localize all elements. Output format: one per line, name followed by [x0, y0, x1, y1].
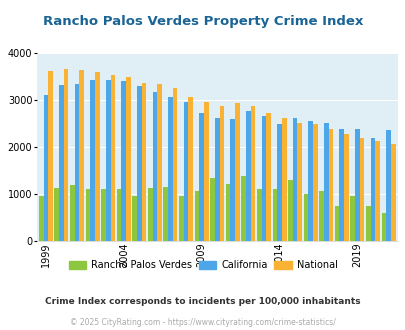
Bar — [245, 111, 250, 241]
Bar — [359, 138, 364, 241]
Bar — [179, 196, 183, 241]
Bar — [323, 123, 328, 241]
Bar — [54, 188, 59, 241]
Bar — [370, 138, 374, 241]
Bar — [339, 128, 343, 241]
Bar — [272, 189, 277, 241]
Bar — [147, 188, 152, 241]
Bar — [241, 176, 245, 241]
Bar — [281, 118, 286, 241]
Bar — [266, 113, 270, 241]
Bar — [219, 106, 224, 241]
Bar — [152, 92, 157, 241]
Bar — [230, 119, 234, 241]
Text: Rancho Palos Verdes Property Crime Index: Rancho Palos Verdes Property Crime Index — [43, 15, 362, 28]
Bar — [188, 97, 193, 241]
Bar — [59, 85, 64, 241]
Bar — [350, 196, 354, 241]
Bar — [75, 84, 79, 241]
Bar — [43, 95, 48, 241]
Bar — [194, 191, 199, 241]
Bar — [250, 106, 255, 241]
Bar — [117, 189, 121, 241]
Bar — [297, 123, 301, 241]
Bar — [256, 189, 261, 241]
Bar — [292, 118, 297, 241]
Bar — [374, 141, 379, 241]
Bar — [203, 102, 208, 241]
Bar — [64, 69, 68, 241]
Bar — [48, 71, 53, 241]
Bar — [85, 189, 90, 241]
Bar — [354, 128, 359, 241]
Bar — [288, 180, 292, 241]
Bar — [334, 206, 339, 241]
Bar — [157, 84, 162, 241]
Bar — [381, 213, 385, 241]
Bar — [101, 189, 106, 241]
Bar — [385, 130, 390, 241]
Bar — [90, 80, 95, 241]
Bar — [318, 191, 323, 241]
Text: Crime Index corresponds to incidents per 100,000 inhabitants: Crime Index corresponds to incidents per… — [45, 297, 360, 307]
Bar — [70, 185, 75, 241]
Bar — [126, 77, 130, 241]
Bar — [110, 75, 115, 241]
Bar — [199, 113, 203, 241]
Bar — [225, 184, 230, 241]
Bar — [312, 124, 317, 241]
Bar — [390, 144, 394, 241]
Bar — [365, 206, 370, 241]
Bar — [343, 134, 348, 241]
Bar — [303, 194, 307, 241]
Bar — [210, 178, 214, 241]
Bar — [307, 120, 312, 241]
Text: © 2025 CityRating.com - https://www.cityrating.com/crime-statistics/: © 2025 CityRating.com - https://www.city… — [70, 318, 335, 327]
Bar — [95, 72, 99, 241]
Bar — [141, 83, 146, 241]
Bar — [132, 196, 136, 241]
Bar — [214, 118, 219, 241]
Bar — [328, 129, 333, 241]
Bar — [168, 97, 173, 241]
Bar — [261, 116, 266, 241]
Bar — [183, 102, 188, 241]
Bar — [121, 81, 126, 241]
Legend: Rancho Palos Verdes, California, National: Rancho Palos Verdes, California, Nationa… — [64, 256, 341, 274]
Bar — [277, 124, 281, 241]
Bar — [234, 103, 239, 241]
Bar — [106, 80, 110, 241]
Bar — [39, 196, 43, 241]
Bar — [136, 86, 141, 241]
Bar — [79, 70, 84, 241]
Bar — [163, 187, 168, 241]
Bar — [173, 88, 177, 241]
